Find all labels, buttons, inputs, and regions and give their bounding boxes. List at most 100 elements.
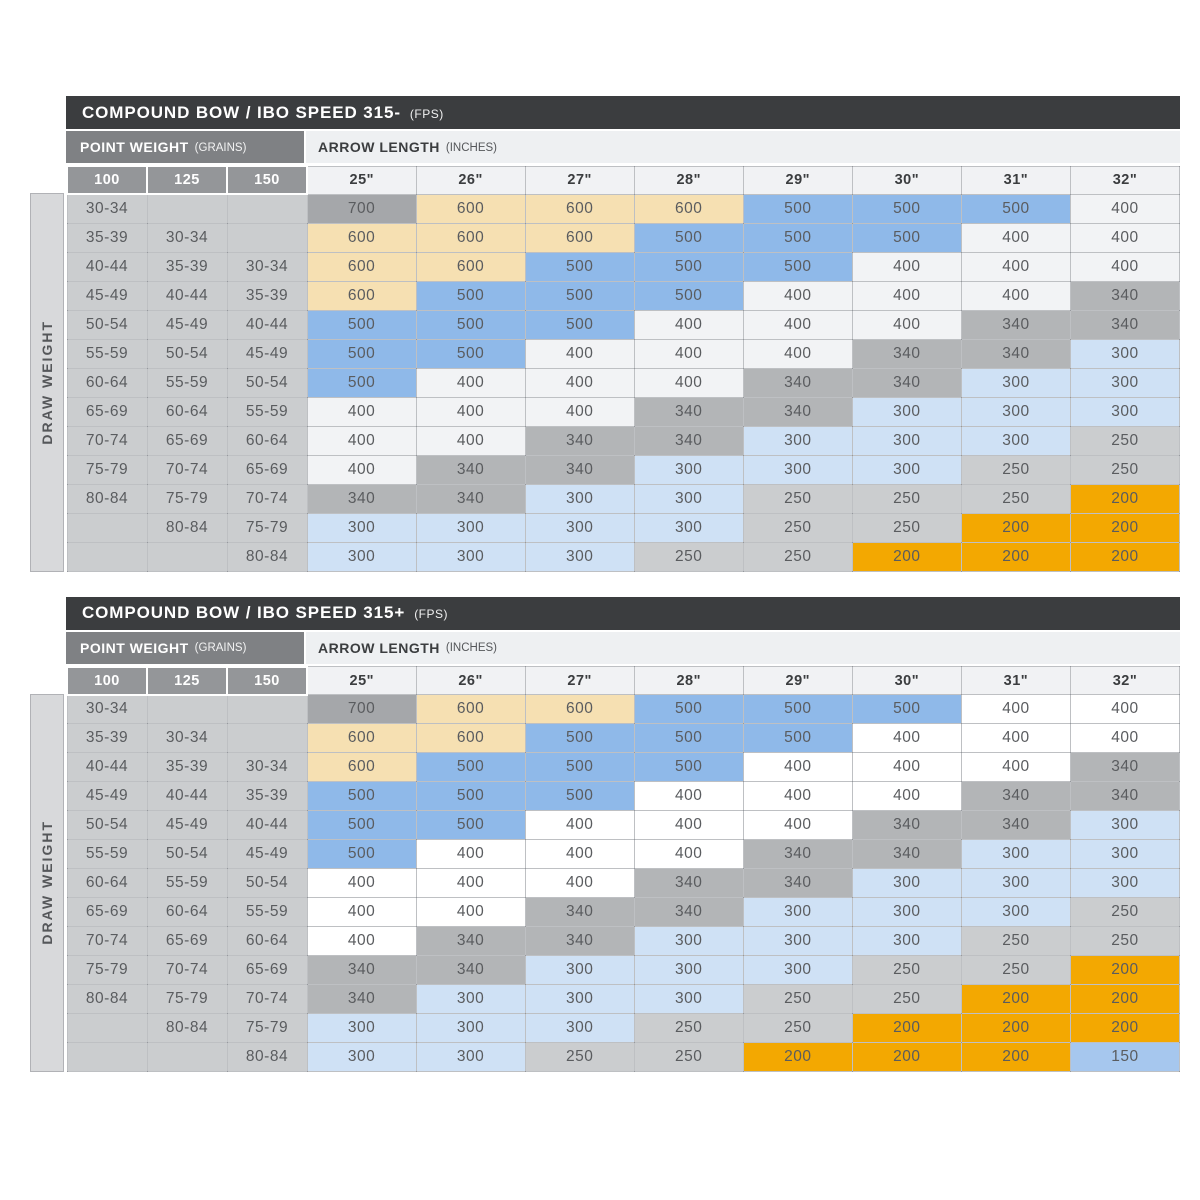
spine-value-cell: 400 — [415, 425, 526, 456]
draw-weight-range-cell — [146, 694, 228, 724]
draw-weight-range-cell: 60-64 — [66, 868, 148, 898]
spine-value-cell: 400 — [960, 280, 1071, 311]
spine-value-cell: 250 — [742, 984, 853, 1014]
group-header-bar: POINT WEIGHT (GRAINS) ARROW LENGTH (INCH… — [66, 631, 1180, 664]
spine-value-cell: 400 — [415, 868, 526, 898]
chart-title: COMPOUND BOW / IBO SPEED 315- — [82, 102, 401, 122]
table-row: 45-49 40-44 35-39 600 500 500 500 400 400 400 340 — [66, 280, 1181, 311]
table-row: 45-49 40-44 35-39 500 500 500 400 400 400 340 340 — [66, 781, 1181, 811]
spine-value-cell: 500 — [524, 723, 635, 753]
table-body: 30-34 700 600 600 600 500 500 500 400 35-39 30-34 6… — [66, 193, 1181, 572]
arrow-length-col-header: 26" — [415, 666, 526, 695]
spine-value-cell: 400 — [306, 396, 417, 427]
spine-value-cell: 400 — [742, 309, 853, 340]
spine-value-cell: 200 — [960, 1013, 1071, 1043]
spine-value-cell: 500 — [960, 193, 1071, 224]
spine-value-cell: 400 — [742, 810, 853, 840]
spine-value-cell: 600 — [415, 193, 526, 224]
table-row: 80-84 75-79 300 300 300 300 250 250 200 200 — [66, 512, 1181, 543]
draw-weight-range-cell: 60-64 — [146, 897, 228, 927]
spine-value-cell: 300 — [633, 926, 744, 956]
draw-weight-range-cell: 75-79 — [66, 955, 148, 985]
spine-selection-table: 100 125 150 25" 26" 27" 28" 29" 30" 31" 32" 30-34 7… — [66, 165, 1181, 572]
spine-value-cell: 400 — [1069, 193, 1181, 224]
spine-value-cell: 500 — [633, 222, 744, 253]
spine-value-cell: 600 — [306, 280, 417, 311]
spine-value-cell: 500 — [306, 367, 417, 398]
spine-value-cell: 300 — [851, 454, 962, 485]
spine-value-cell: 300 — [306, 512, 417, 543]
draw-weight-range-cell: 70-74 — [66, 926, 148, 956]
spine-value-cell: 400 — [960, 723, 1071, 753]
spine-chart-ibo-315-plus: DRAW WEIGHT COMPOUND BOW / IBO SPEED 315… — [30, 596, 1181, 1072]
table-row: 80-84 300 300 250 250 200 200 200 150 — [66, 1042, 1181, 1072]
spine-value-cell: 500 — [415, 810, 526, 840]
draw-weight-range-cell: 45-49 — [66, 280, 148, 311]
table-row: 65-69 60-64 55-59 400 400 340 340 300 300 300 250 — [66, 897, 1181, 927]
draw-weight-range-cell — [226, 222, 308, 253]
spine-value-cell: 500 — [306, 338, 417, 369]
spine-value-cell: 340 — [306, 483, 417, 514]
spine-value-cell: 250 — [960, 483, 1071, 514]
spine-value-cell: 500 — [415, 752, 526, 782]
spine-value-cell: 250 — [1069, 897, 1181, 927]
spine-value-cell: 300 — [524, 483, 635, 514]
table-row: 60-64 55-59 50-54 400 400 400 340 340 300 300 300 — [66, 868, 1181, 898]
table-row: 80-84 300 300 300 250 250 200 200 200 — [66, 541, 1181, 572]
table-body: 30-34 700 600 600 500 500 500 400 400 35-39 30-34 6… — [66, 694, 1181, 1072]
spine-value-cell: 500 — [306, 309, 417, 340]
spine-value-cell: 200 — [960, 541, 1071, 572]
point-weight-title: POINT WEIGHT — [80, 639, 189, 656]
spine-value-cell: 700 — [306, 694, 417, 724]
spine-value-cell: 340 — [524, 425, 635, 456]
draw-weight-range-cell: 50-54 — [226, 868, 308, 898]
table-row: 80-84 75-79 70-74 340 340 300 300 250 250 250 200 — [66, 483, 1181, 514]
spine-value-cell: 250 — [960, 926, 1071, 956]
draw-weight-range-cell: 45-49 — [226, 338, 308, 369]
table-row: 65-69 60-64 55-59 400 400 400 340 340 300 300 300 — [66, 396, 1181, 427]
spine-value-cell: 300 — [960, 396, 1071, 427]
draw-weight-range-cell: 65-69 — [226, 955, 308, 985]
table-row: 75-79 70-74 65-69 340 340 300 300 300 250 250 200 — [66, 955, 1181, 985]
spine-value-cell: 500 — [851, 193, 962, 224]
draw-weight-range-cell: 80-84 — [66, 984, 148, 1014]
table-row: 70-74 65-69 60-64 400 340 340 300 300 300 250 250 — [66, 926, 1181, 956]
spine-value-cell: 300 — [851, 926, 962, 956]
spine-value-cell: 200 — [1069, 984, 1181, 1014]
draw-weight-range-cell: 55-59 — [66, 839, 148, 869]
chart-title: COMPOUND BOW / IBO SPEED 315+ — [82, 603, 406, 622]
arrow-length-col-header: 30" — [851, 165, 962, 195]
spine-value-cell: 500 — [633, 280, 744, 311]
spine-value-cell: 300 — [851, 396, 962, 427]
arrow-length-group-header: ARROW LENGTH (INCHES) — [306, 631, 1180, 664]
spine-value-cell: 600 — [524, 694, 635, 724]
spine-value-cell: 400 — [415, 897, 526, 927]
spine-value-cell: 300 — [415, 984, 526, 1014]
spine-value-cell: 400 — [633, 839, 744, 869]
spine-value-cell: 400 — [306, 897, 417, 927]
spine-value-cell: 400 — [1069, 694, 1181, 724]
spine-value-cell: 200 — [851, 541, 962, 572]
spine-value-cell: 300 — [524, 1013, 635, 1043]
draw-weight-range-cell: 70-74 — [146, 955, 228, 985]
draw-weight-range-cell: 30-34 — [226, 251, 308, 282]
draw-weight-range-cell: 70-74 — [226, 984, 308, 1014]
spine-value-cell: 300 — [742, 454, 853, 485]
spine-value-cell: 300 — [524, 541, 635, 572]
spine-value-cell: 340 — [524, 926, 635, 956]
spine-value-cell: 700 — [306, 193, 417, 224]
spine-value-cell: 400 — [851, 251, 962, 282]
draw-weight-range-cell: 40-44 — [226, 810, 308, 840]
draw-weight-range-cell — [226, 723, 308, 753]
spine-value-cell: 400 — [415, 396, 526, 427]
draw-weight-range-cell: 70-74 — [226, 483, 308, 514]
spine-value-cell: 250 — [1069, 454, 1181, 485]
draw-weight-range-cell: 45-49 — [226, 839, 308, 869]
draw-weight-range-cell: 35-39 — [66, 222, 148, 253]
draw-weight-range-cell: 35-39 — [226, 280, 308, 311]
spine-value-cell: 400 — [633, 338, 744, 369]
draw-weight-range-cell: 70-74 — [146, 454, 228, 485]
spine-value-cell: 400 — [960, 222, 1071, 253]
table-row: 55-59 50-54 45-49 500 500 400 400 400 340 340 300 — [66, 338, 1181, 369]
spine-value-cell: 400 — [851, 309, 962, 340]
